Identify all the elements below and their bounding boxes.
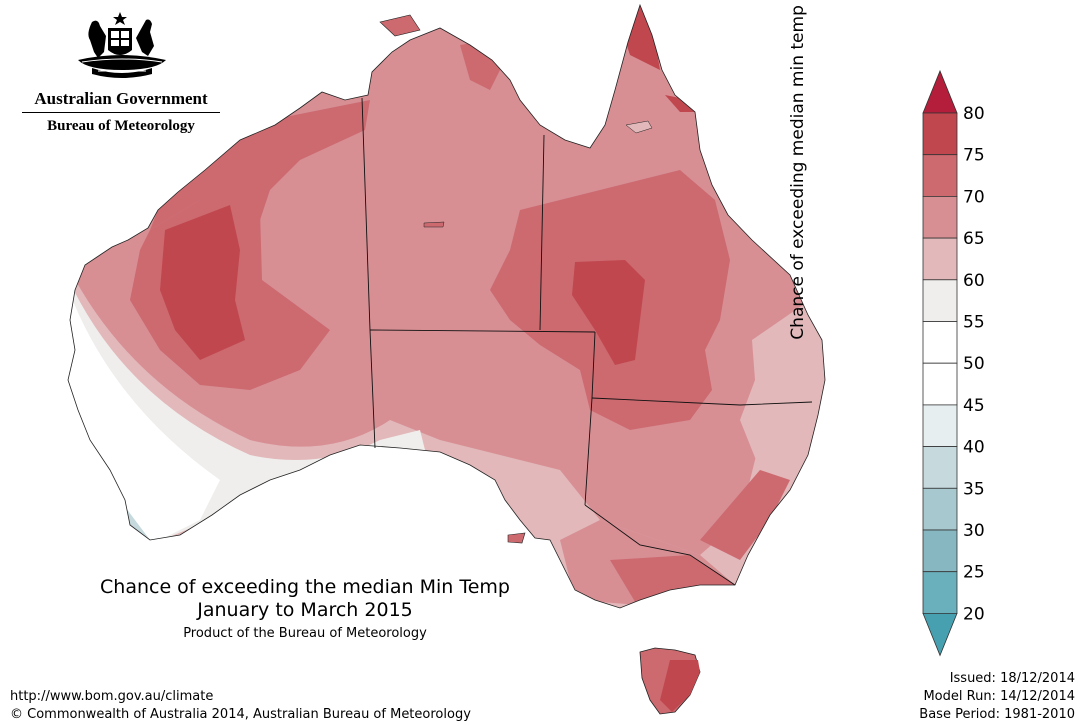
legend-tick-label: 20 (963, 604, 985, 624)
region-70-75-nw (150, 100, 370, 230)
issued-date: Issued: 18/12/2014 (949, 671, 1075, 686)
lake-feature (423, 221, 445, 228)
inland-feature-qld (625, 120, 653, 134)
commonwealth-crest-icon (78, 12, 166, 78)
tasmania-east (660, 660, 700, 712)
region-50-55 (68, 265, 220, 560)
legend-tick-label: 30 (963, 521, 985, 541)
border-qld-nsw (591, 397, 813, 406)
region-75-80-cape-east (665, 95, 695, 112)
border-nsw-vic (584, 504, 736, 586)
model-run-date: Model Run: 14/12/2014 (923, 689, 1075, 704)
legend-colorbar: 80 75 70 65 60 55 50 45 40 35 30 25 20 (922, 69, 985, 657)
legend-tick-label: 35 (963, 479, 985, 499)
map-subtitle: January to March 2015 (197, 599, 413, 621)
footer-left: http://www.bom.gov.au/climate © Commonwe… (10, 688, 471, 724)
legend-swatch-70_75 (922, 154, 958, 197)
map-title-block: Chance of exceeding the median Min Temp … (60, 576, 550, 641)
legend-tick-label: 50 (963, 354, 985, 374)
legend-swatch-40_45 (922, 404, 958, 447)
footer-url[interactable]: http://www.bom.gov.au/climate (10, 689, 214, 704)
legend-tick-label: 60 (963, 271, 985, 291)
legend-swatch-25_30 (922, 529, 958, 573)
map-credit: Product of the Bureau of Meteorology (183, 626, 427, 641)
australia-map (67, 3, 826, 715)
legend-swatch-60_65 (922, 237, 958, 281)
border-nt-sa (369, 329, 596, 333)
legend-title: Chance of exceeding median min temp (%) (788, 0, 808, 340)
legend-tick-label: 45 (963, 396, 985, 416)
legend-swatch-30_35 (922, 487, 958, 531)
legend-tick-label: 70 (963, 187, 985, 207)
legend-tick-label: 55 (963, 313, 985, 333)
region-70-75-east-coast (700, 470, 790, 560)
legend-tick-label: 25 (963, 563, 985, 583)
border-nt-qld (539, 134, 545, 331)
agency-name: Bureau of Meteorology (47, 118, 195, 134)
map-title: Chance of exceeding the median Min Temp (100, 576, 510, 598)
legend-tick-label: 40 (963, 438, 985, 458)
legend-tick-label: 65 (963, 229, 985, 249)
legend-swatch-65_70 (922, 195, 958, 239)
legend-swatch-20_25 (922, 571, 958, 614)
region-75-80-qld (572, 260, 645, 365)
legend-swatch-45_50 (922, 362, 958, 406)
legend-tick-label: 75 (963, 146, 985, 166)
legend-swatch-35_40 (922, 446, 958, 489)
government-name: Australian Government (22, 89, 220, 113)
legend-arrow-above (922, 69, 958, 114)
legend-swatch-55_60 (922, 279, 958, 322)
region-60-65-east (740, 320, 820, 470)
legend-tick-label: 80 (963, 104, 985, 124)
region-75-80-wa (160, 205, 245, 360)
base-period: Base Period: 1981-2010 (919, 707, 1075, 722)
legend-swatch-75_80 (922, 112, 958, 156)
mainland-coastline (67, 3, 826, 609)
state-borders (361, 97, 813, 586)
legend-arrow-below (922, 613, 958, 657)
footer-right: Issued: 18/12/2014 Model Run: 14/12/2014… (919, 670, 1075, 724)
tiwi-islands (379, 14, 421, 37)
kangaroo-island (507, 532, 526, 544)
legend-swatch-50_55 (922, 321, 958, 364)
footer-copyright: © Commonwealth of Australia 2014, Austra… (10, 707, 471, 722)
